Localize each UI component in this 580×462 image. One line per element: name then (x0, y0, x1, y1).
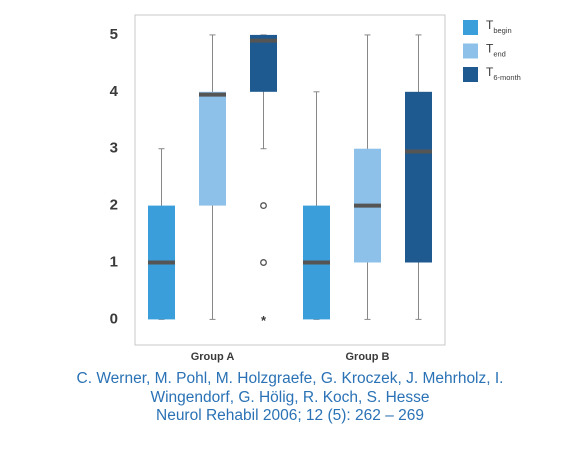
legend-label: Tbegin (486, 18, 512, 35)
outlier (260, 202, 267, 210)
y-tick-label: 4 (110, 83, 119, 100)
legend-label: Tend (486, 42, 506, 59)
legend-subscript: end (493, 49, 506, 58)
plot-frame (134, 14, 446, 346)
legend-name: T (486, 18, 494, 32)
caption: C. Werner, M. Pohl, M. Holzgraefe, G. Kr… (0, 370, 580, 426)
box (199, 91, 226, 206)
legend-name: T (486, 65, 494, 79)
box (405, 91, 432, 263)
box (250, 34, 277, 92)
legend-name: T (486, 42, 494, 56)
x-tick-label: Group B (346, 351, 390, 363)
legend-swatch (463, 20, 478, 35)
caption-line: Wingendorf, G. Hölig, R. Koch, S. Hesse (150, 388, 430, 406)
extreme: * (261, 313, 267, 328)
y-tick-label: 0 (110, 310, 118, 327)
outlier (260, 259, 267, 266)
y-tick-label: 1 (110, 253, 118, 270)
x-tick-label: Group A (191, 351, 235, 363)
legend-swatch (463, 43, 478, 59)
caption-line: C. Werner, M. Pohl, M. Holzgraefe, G. Kr… (76, 370, 504, 387)
y-tick-label: 5 (110, 26, 118, 43)
legend-subscript: begin (493, 26, 511, 35)
y-tick-label: 3 (110, 140, 118, 157)
legend-label: T6-month (486, 65, 521, 82)
caption-line: Neurol Rehabil 2006; 12 (5): 262 – 269 (156, 407, 424, 424)
legend-subscript: 6-month (493, 73, 521, 82)
legend-swatch (463, 67, 478, 82)
y-tick-label: 2 (110, 197, 118, 214)
